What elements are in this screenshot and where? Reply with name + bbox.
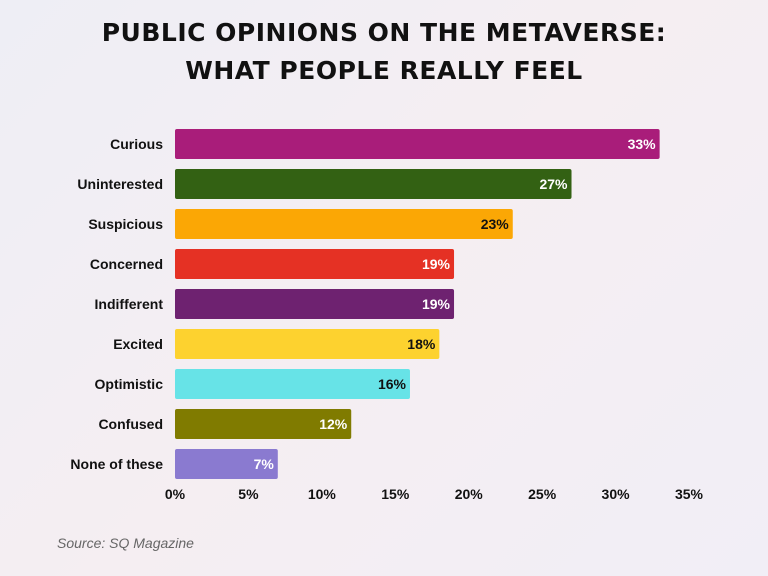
data-label: 23% — [481, 216, 510, 232]
x-tick-label: 35% — [675, 486, 704, 502]
data-label: 18% — [407, 336, 436, 352]
category-label: Curious — [110, 136, 163, 152]
title-line-1: PUBLIC OPINIONS ON THE METAVERSE: — [101, 18, 667, 47]
data-label: 7% — [254, 456, 275, 472]
category-label: Uninterested — [77, 176, 163, 192]
data-label: 16% — [378, 376, 407, 392]
bar — [175, 209, 513, 239]
category-label: Concerned — [90, 256, 163, 272]
bar — [175, 169, 572, 199]
bar — [175, 369, 410, 399]
bar — [175, 409, 352, 439]
x-tick-label: 10% — [308, 486, 337, 502]
title-line-2: WHAT PEOPLE REALLY FEEL — [185, 56, 583, 85]
category-label: Suspicious — [88, 216, 163, 232]
category-label: None of these — [70, 456, 163, 472]
x-tick-label: 15% — [381, 486, 410, 502]
x-tick-label: 25% — [528, 486, 557, 502]
category-label: Excited — [113, 336, 163, 352]
source-note: Source: SQ Magazine — [57, 535, 194, 551]
category-label: Confused — [98, 416, 163, 432]
x-tick-label: 0% — [165, 486, 186, 502]
bar — [175, 129, 660, 159]
x-tick-label: 20% — [455, 486, 484, 502]
chart-title: PUBLIC OPINIONS ON THE METAVERSE: WHAT P… — [0, 14, 768, 90]
data-label: 19% — [422, 256, 451, 272]
bar — [175, 449, 278, 479]
bar — [175, 329, 440, 359]
bar — [175, 289, 455, 319]
data-label: 19% — [422, 296, 451, 312]
category-label: Indifferent — [95, 296, 164, 312]
data-label: 33% — [628, 136, 657, 152]
x-tick-label: 30% — [602, 486, 631, 502]
data-label: 12% — [319, 416, 348, 432]
bar — [175, 249, 455, 279]
data-label: 27% — [539, 176, 568, 192]
category-label: Optimistic — [95, 376, 164, 392]
x-tick-label: 5% — [238, 486, 259, 502]
